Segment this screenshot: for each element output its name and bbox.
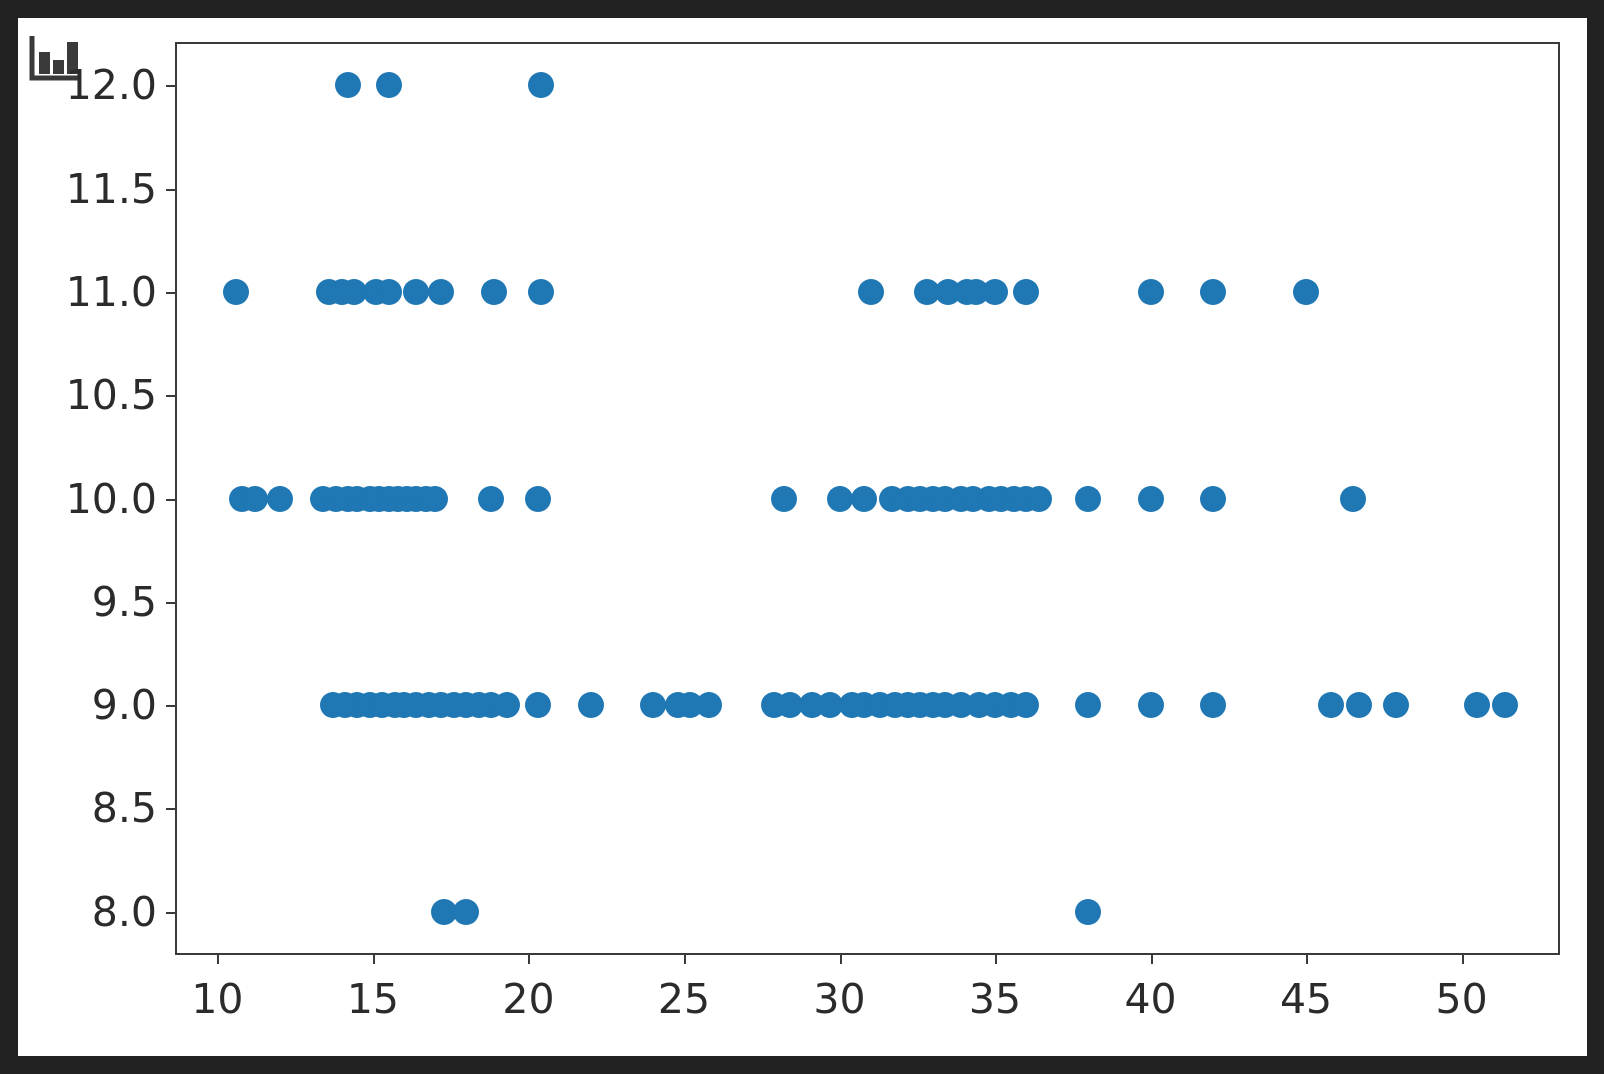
scatter-point (1137, 692, 1164, 719)
y-axis-tick (166, 808, 177, 811)
y-axis-tick-label: 9.5 (91, 577, 157, 626)
scatter-point (1339, 485, 1366, 512)
scatter-point (1075, 898, 1102, 925)
scatter-point (453, 898, 480, 925)
x-axis-tick-label: 40 (1124, 975, 1177, 1023)
scatter-point (428, 278, 455, 305)
scatter-point (1317, 692, 1344, 719)
scatter-point (1492, 692, 1519, 719)
scatter-point (266, 485, 293, 512)
scatter-point (524, 485, 551, 512)
scatter-point (341, 278, 368, 305)
x-axis-tick (1306, 953, 1309, 964)
scatter-point (776, 692, 803, 719)
scatter-plot-area (177, 44, 1558, 953)
y-axis-tick-label: 10.0 (65, 474, 157, 523)
scatter-point (770, 485, 797, 512)
y-axis-tick-label: 11.0 (65, 267, 157, 316)
y-axis-tick (166, 85, 177, 88)
scatter-point (817, 692, 844, 719)
x-axis-tick-label: 30 (813, 975, 866, 1023)
scatter-point (335, 72, 362, 99)
y-axis-tick-label: 8.5 (91, 784, 157, 833)
y-axis-tick-label: 8.0 (91, 887, 157, 936)
scatter-point (577, 692, 604, 719)
scatter-point (1025, 485, 1052, 512)
scatter-point (1199, 692, 1226, 719)
scatter-point (1013, 278, 1040, 305)
scatter-point (527, 278, 554, 305)
y-axis-tick (166, 498, 177, 501)
scatter-point (1013, 692, 1040, 719)
scatter-point (1075, 485, 1102, 512)
scatter-point (1383, 692, 1410, 719)
scatter-point (375, 72, 402, 99)
scatter-point (524, 692, 551, 719)
x-axis-tick-label: 45 (1279, 975, 1333, 1023)
scatter-point (851, 485, 878, 512)
scatter-point (826, 485, 853, 512)
x-axis-tick-label: 20 (502, 975, 555, 1023)
x-axis-tick-label: 25 (657, 975, 711, 1023)
scatter-point (982, 278, 1009, 305)
scatter-point (913, 278, 940, 305)
scatter-point (1345, 692, 1372, 719)
scatter-point (422, 485, 449, 512)
scatter-point (478, 485, 505, 512)
x-axis-tick (683, 953, 686, 964)
scatter-point (431, 898, 458, 925)
x-axis-tick (528, 953, 531, 964)
y-axis-tick (166, 601, 177, 604)
scatter-point (639, 692, 666, 719)
scatter-point (375, 278, 402, 305)
x-axis-tick (839, 953, 842, 964)
scatter-point (1075, 692, 1102, 719)
x-axis-tick (995, 953, 998, 964)
matplotlib-figure: 8.0 8.5 9.0 9.5 10.0 10.5 11.0 11.5 12.0 10 15 20 25… (18, 18, 1587, 1056)
scatter-point (1137, 278, 1164, 305)
y-axis-tick (166, 705, 177, 708)
y-axis-tick-label: 11.5 (65, 164, 157, 213)
scatter-point (527, 72, 554, 99)
scatter-point (1199, 485, 1226, 512)
x-axis-tick (217, 953, 220, 964)
scatter-point (1199, 278, 1226, 305)
x-axis-tick-label: 35 (968, 975, 1022, 1023)
y-axis-tick-label: 9.0 (91, 681, 157, 730)
scatter-point (695, 692, 722, 719)
x-axis-tick-label: 15 (346, 975, 400, 1023)
x-axis-tick (372, 953, 375, 964)
y-axis-tick (166, 188, 177, 191)
scatter-point (223, 278, 250, 305)
scatter-point (241, 485, 268, 512)
scatter-point (857, 278, 884, 305)
scatter-point (493, 692, 520, 719)
plot-axes: 8.0 8.5 9.0 9.5 10.0 10.5 11.0 11.5 12.0 10 15 20 25… (66, 42, 1560, 1023)
y-axis-tick (166, 395, 177, 398)
y-axis-tick (166, 911, 177, 914)
y-axis-tick-label: 10.5 (65, 371, 157, 420)
x-axis-tick (1461, 953, 1464, 964)
scatter-point (1293, 278, 1320, 305)
x-axis-tick (1150, 953, 1153, 964)
y-axis-tick (166, 291, 177, 294)
scatter-point (1464, 692, 1491, 719)
scatter-point (1137, 485, 1164, 512)
scatter-point (481, 278, 508, 305)
x-axis-tick-label: 50 (1435, 975, 1488, 1023)
x-axis-tick-label: 10 (191, 975, 244, 1023)
scatter-point (403, 278, 430, 305)
y-axis-tick-label: 12.0 (65, 61, 157, 110)
bar-chart-icon (28, 34, 84, 86)
